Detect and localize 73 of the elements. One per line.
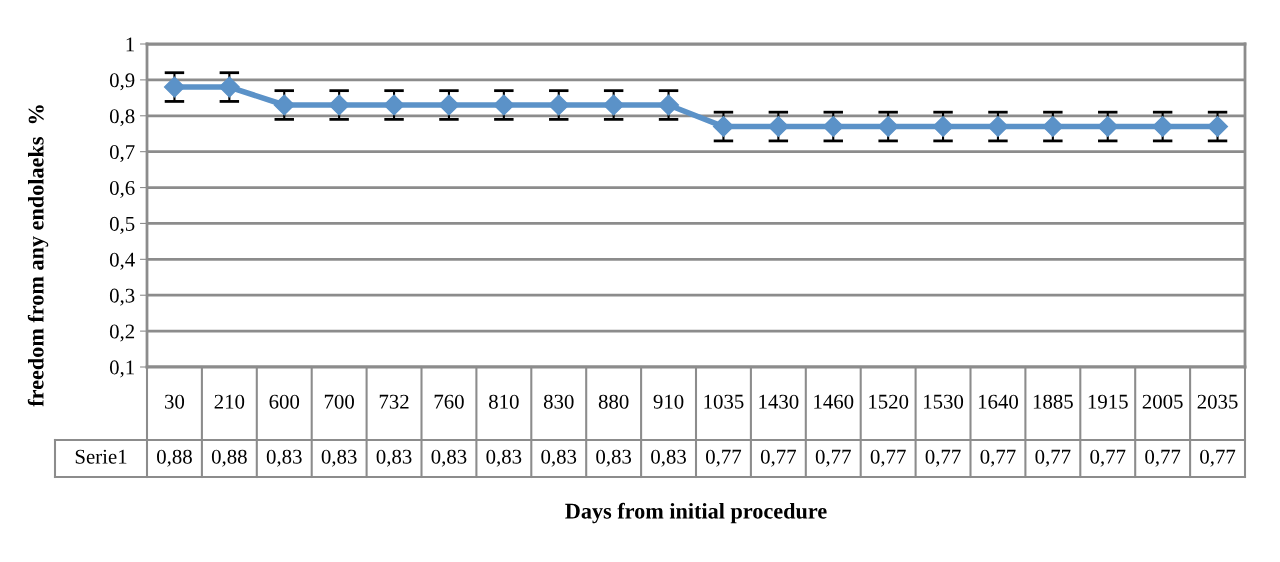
point [493,94,515,116]
y-tick-label: 1 [126,37,134,52]
y-tick-label: 0,9 [109,73,135,91]
point [1152,116,1174,138]
y-axis-title: freedom from any endolaeks % [27,105,49,407]
data-label: 0,83 [651,449,686,467]
data-label: 0,77 [1145,449,1181,467]
x-tick-label: 30 [165,394,185,409]
point [273,94,295,116]
x-tick-label: 2035 [1197,394,1238,409]
y-tick-label: 0,8 [109,109,135,127]
x-tick-label: 830 [543,394,574,409]
x-tick-label: 1885 [1033,394,1073,409]
point [767,116,789,138]
point [1097,116,1119,138]
point [877,116,899,138]
y-tick-label: 0,2 [109,324,135,342]
data-label: 0,88 [211,449,247,467]
data-label: 0,83 [376,449,412,467]
data-label: 0,83 [486,449,522,467]
point [1207,116,1229,138]
y-tick-label: 0,3 [109,288,135,306]
x-tick-label: 1035 [704,394,744,409]
x-tick-label: 600 [269,394,300,409]
x-tick-label: 880 [598,394,629,409]
point [438,94,460,116]
point [548,94,570,116]
data-label: 0,77 [706,449,742,467]
data-label: 0,77 [1200,449,1236,467]
y-tick-label: 0,6 [109,180,135,198]
y-tick-label: 0,5 [109,216,135,234]
data-label: 0,77 [815,449,851,467]
x-tick-label: 760 [434,394,464,409]
x-tick-label: 732 [379,394,409,409]
point [712,116,734,138]
data-label: 0,77 [925,449,961,467]
data-label: 0,77 [1035,449,1071,467]
point [218,76,240,98]
point [658,94,680,116]
data-label: 0,83 [596,449,632,467]
point [383,94,405,116]
x-tick-label: 700 [324,394,354,409]
x-tick-label: 810 [489,394,519,409]
data-label: 0,83 [541,449,577,467]
point [987,116,1009,138]
point [603,94,625,116]
x-tick-label: 1530 [924,394,964,409]
data-label: 0,83 [321,449,357,467]
data-label: 0,77 [760,449,796,467]
x-tick-label: 2005 [1142,394,1183,409]
data-label: 0,77 [1090,449,1126,467]
text: Serie1 [75,449,127,464]
point [822,116,844,138]
x-tick-label: 1430 [759,394,799,409]
data-label: 0,83 [431,449,467,467]
point [1042,116,1064,138]
point [932,116,954,138]
data-label: 0,88 [157,449,192,467]
x-tick-label: 910 [653,394,684,409]
point [163,76,185,98]
x-tick-label: 1460 [814,394,854,409]
data-label: 0,83 [266,449,302,467]
y-tick-label: 0,4 [109,252,135,270]
x-axis-title: Days from initial procedure [565,502,827,524]
x-tick-label: 210 [214,394,245,409]
y-tick-label: 0,7 [109,145,135,163]
x-tick-label: 1640 [978,394,1018,409]
y-tick-label: 0,1 [109,360,134,378]
x-tick-label: 1520 [869,394,909,409]
x-tick-label: 1915 [1088,394,1128,409]
point [328,94,350,116]
data-label: 0,77 [980,449,1016,467]
data-label: 0,77 [870,449,906,467]
